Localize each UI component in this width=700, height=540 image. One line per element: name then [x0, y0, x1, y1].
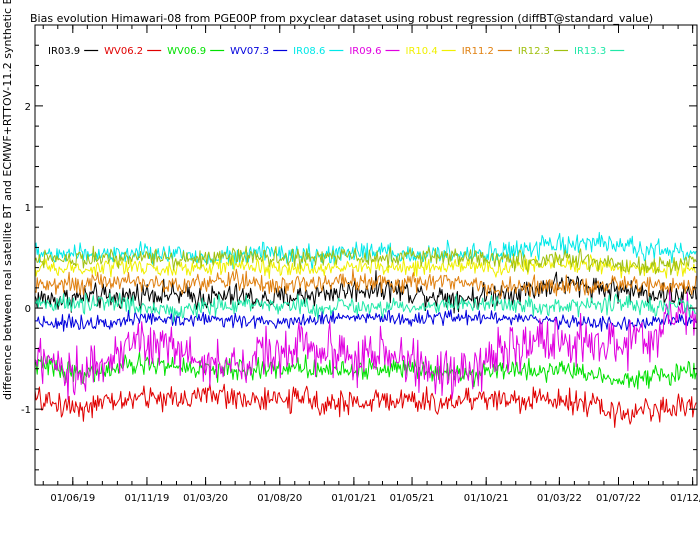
x-tick-label: 01/03/20	[183, 493, 228, 504]
x-tick-label: 01/10/21	[464, 493, 509, 504]
x-tick-label: 01/08/20	[257, 493, 302, 504]
x-tick-label: 01/11/19	[124, 493, 169, 504]
legend-label-ir09-6: IR09.6	[349, 46, 381, 57]
legend-label-wv06-2: WV06.2	[104, 46, 143, 57]
x-tick-label: 01/07/22	[596, 493, 641, 504]
x-tick-label: 01/05/21	[390, 493, 435, 504]
series-line-wv06-2	[34, 382, 697, 428]
legend: IR03.9 WV06.2 WV06.9 WV07.3 IR08.6 IR09.6 IR10…	[48, 46, 625, 57]
legend-label-ir03-9: IR03.9	[48, 46, 80, 57]
y-tick-label: 1	[25, 203, 31, 214]
y-tick-label: -1	[21, 405, 31, 416]
series-line-ir10-4	[34, 254, 697, 279]
axes-layer: -1 0 1 2 01/06/19 01/11/19 01/03/20 01/08/20 01/…	[21, 25, 700, 504]
x-tick-label: 01/06/19	[50, 493, 95, 504]
series-layer	[34, 231, 697, 428]
plot-frame	[34, 24, 698, 486]
x-tick-label: 01/01/21	[331, 493, 376, 504]
series-line-ir13-3	[34, 292, 697, 323]
legend-label-wv06-9: WV06.9	[167, 46, 206, 57]
series-line-wv07-3	[34, 309, 697, 332]
series-line-ir12-3	[34, 245, 697, 276]
legend-label-ir12-3: IR12.3	[518, 46, 550, 57]
legend-label-ir11-2: IR11.2	[462, 46, 494, 57]
x-tick-label: 01/03/22	[537, 493, 582, 504]
legend-label-ir08-6: IR08.6	[293, 46, 325, 57]
y-axis-label: difference between real satellite BT and…	[1, 0, 14, 400]
legend-label-wv07-3: WV07.3	[230, 46, 269, 57]
legend-label-ir10-4: IR10.4	[406, 46, 438, 57]
series-line-ir11-2	[34, 268, 697, 299]
y-tick-label: 0	[25, 304, 31, 315]
x-tick-label: 01/12/22	[670, 493, 700, 504]
legend-label-ir13-3: IR13.3	[574, 46, 606, 57]
chart-title: Bias evolution Himawari-08 from PGE00P f…	[30, 12, 653, 25]
y-tick-label: 2	[25, 102, 31, 113]
series-line-ir09-6	[34, 289, 697, 400]
